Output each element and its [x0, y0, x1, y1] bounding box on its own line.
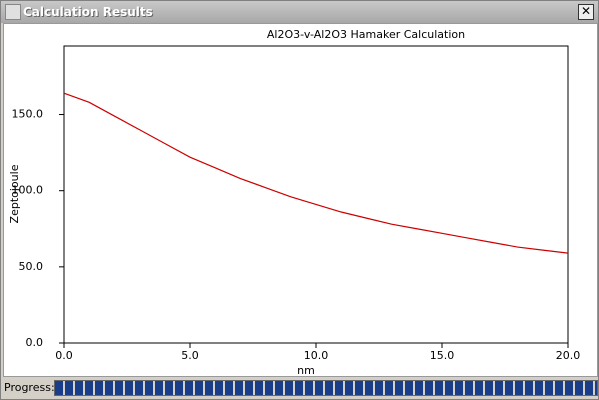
x-axis-label: nm [297, 364, 315, 377]
x-tick-label: 5.0 [181, 349, 199, 362]
progress-bar [54, 380, 598, 396]
y-tick-label: 150.0 [12, 108, 44, 121]
x-tick-label: 0.0 [55, 349, 73, 362]
plot-frame [63, 45, 569, 344]
x-tick-label: 20.0 [556, 349, 581, 362]
y-tick-label: 0.0 [26, 336, 44, 349]
progress-label: Progress: [4, 381, 55, 394]
title-bar: Calculation Results ✕ [1, 1, 598, 23]
close-button[interactable]: ✕ [578, 4, 594, 20]
x-tick-label: 10.0 [304, 349, 329, 362]
window-title: Calculation Results [23, 5, 153, 19]
x-tick-label: 15.0 [430, 349, 455, 362]
y-tick-label: 50.0 [19, 260, 44, 273]
y-axis-label: Zeptojoule [8, 164, 21, 223]
y-tick-label: 100.0 [12, 184, 44, 197]
chart: Al2O3-v-Al2O3 Hamaker Calculation nm Zep… [8, 28, 581, 377]
chart-title: Al2O3-v-Al2O3 Hamaker Calculation [267, 28, 465, 41]
window-icon [5, 4, 21, 20]
line-series [63, 92, 569, 254]
